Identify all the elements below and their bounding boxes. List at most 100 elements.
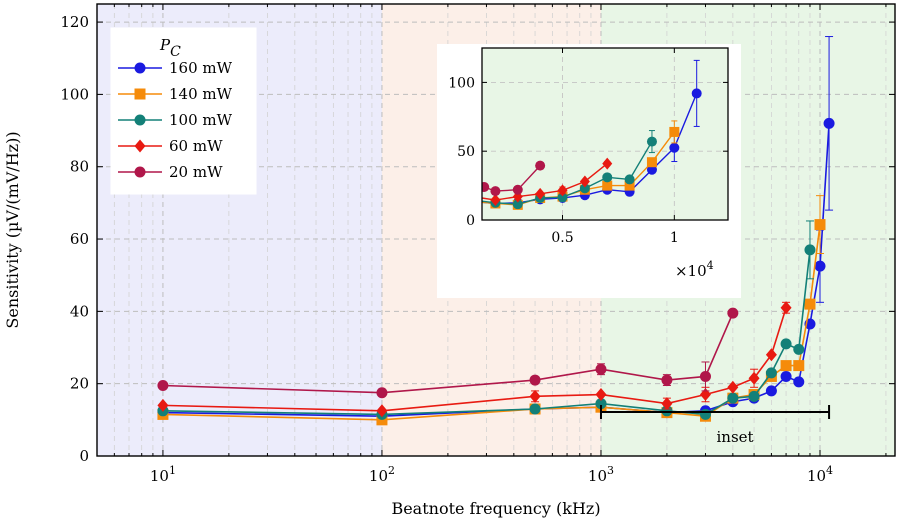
legend-marker — [134, 114, 146, 126]
bracket-label: inset — [716, 428, 753, 446]
legend-label: 160 mW — [169, 59, 233, 77]
data-point — [748, 390, 760, 402]
data-point — [814, 260, 826, 272]
data-point — [793, 343, 805, 355]
data-point — [727, 307, 739, 319]
series-layer — [157, 36, 835, 426]
inset-data-point — [602, 172, 613, 183]
data-point — [793, 376, 805, 388]
data-point — [529, 403, 541, 415]
y-tick-label: 0 — [79, 447, 89, 465]
data-point — [793, 360, 805, 372]
data-point — [661, 397, 673, 411]
data-point — [765, 385, 777, 397]
data-point — [699, 370, 711, 382]
data-point — [376, 404, 388, 418]
inset-data-point — [624, 180, 635, 191]
x-tick-label: 101 — [150, 464, 176, 485]
data-point — [661, 405, 673, 417]
plot-frame — [96, 3, 896, 457]
inset-frame — [481, 47, 729, 221]
inset-series-20-mw — [482, 160, 546, 197]
data-point — [376, 387, 388, 399]
y-tick-label: 100 — [60, 85, 89, 103]
data-point — [595, 388, 607, 402]
inset-data-point — [490, 186, 501, 197]
legend-marker — [134, 62, 146, 74]
inset-x-multiplier: ×104 — [675, 259, 714, 280]
inset-y-tick-label: 100 — [448, 75, 475, 91]
data-point — [529, 374, 541, 386]
inset-data-point — [490, 194, 501, 207]
inset-data-point — [691, 88, 702, 99]
inset-series-line — [483, 165, 541, 192]
inset-y-tick-label: 50 — [457, 144, 475, 160]
data-point — [765, 348, 777, 362]
series-20-mw — [157, 307, 739, 399]
inset-x-tick-label: 1 — [670, 230, 679, 246]
data-point — [157, 398, 169, 412]
inset-data-point — [669, 126, 680, 137]
x-tick-label: 102 — [369, 464, 395, 485]
inset-data-point — [482, 181, 490, 192]
data-point — [699, 408, 711, 420]
inset-data-point — [602, 180, 613, 191]
inset-data-point — [579, 175, 590, 188]
data-point — [157, 379, 169, 391]
data-point — [804, 298, 816, 310]
inset-data-point — [557, 184, 568, 197]
data-point — [748, 371, 760, 385]
legend-label: 100 mW — [169, 111, 233, 129]
inset-bracket: inset — [599, 405, 831, 446]
inset-data-point — [535, 160, 546, 171]
data-point — [804, 244, 816, 256]
data-point — [727, 380, 739, 394]
data-point — [814, 219, 826, 231]
y-tick-label: 120 — [60, 13, 89, 31]
inset-data-point — [602, 157, 613, 170]
legend-marker — [134, 166, 146, 178]
legend-marker — [134, 88, 146, 100]
x-tick-label: 103 — [588, 464, 614, 485]
data-point — [780, 370, 792, 382]
inset-data-point — [646, 136, 657, 147]
y-tick-label: 80 — [70, 158, 89, 176]
inset-series-layer — [482, 59, 702, 210]
inset-y-tick-label: 0 — [466, 213, 475, 229]
y-tick-label: 20 — [70, 375, 89, 393]
y-tick-label: 60 — [70, 230, 89, 248]
x-axis-label: Beatnote frequency (kHz) — [391, 499, 600, 518]
axis-ticks: 0 20 40 60 80 100 120 101 102 103 104 — [60, 4, 895, 485]
inset-x-tick-label: 0.5 — [551, 230, 573, 246]
data-point — [727, 392, 739, 404]
data-point — [529, 389, 541, 403]
data-point — [595, 363, 607, 375]
inset-data-point — [579, 183, 590, 194]
y-tick-label: 40 — [70, 302, 89, 320]
x-tick-label: 104 — [807, 464, 833, 485]
y-axis-label: Sensitivity (µV/(mV/Hz)) — [3, 131, 22, 328]
legend-box — [110, 27, 257, 195]
inset-data-point — [512, 184, 523, 195]
data-point — [661, 374, 673, 386]
data-point — [823, 117, 835, 129]
legend-marker — [134, 139, 146, 153]
inset-data-point — [646, 164, 657, 175]
series-60-mw — [157, 301, 792, 418]
data-point — [780, 338, 792, 350]
inset-data-point — [535, 187, 546, 200]
inset-data-point — [557, 192, 568, 203]
legend-label: 20 mW — [169, 163, 223, 181]
inset-data-point — [624, 174, 635, 185]
data-point — [595, 398, 607, 410]
legend-label: 60 mW — [169, 137, 223, 155]
inset-data-point — [512, 199, 523, 210]
data-point — [780, 301, 792, 315]
inset-chart: 0 50 100 0.5 1 ×104 — [437, 44, 741, 298]
series-line — [162, 307, 787, 412]
inset-data-point — [646, 157, 657, 168]
data-point — [765, 367, 777, 379]
inset-data-point — [669, 142, 680, 153]
